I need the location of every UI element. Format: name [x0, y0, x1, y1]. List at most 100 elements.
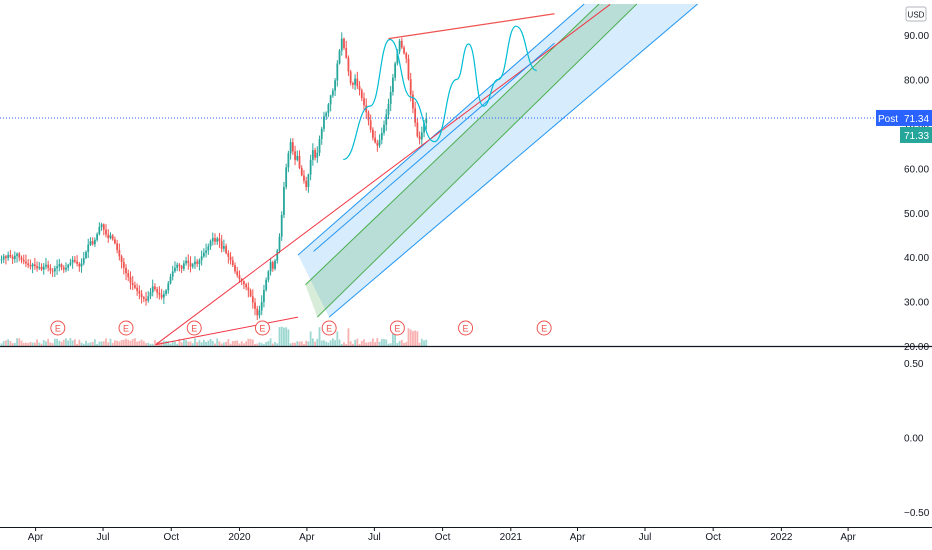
candle-body: [214, 238, 216, 242]
candle-body: [231, 260, 234, 266]
volume-bar: [25, 342, 27, 346]
candle-body: [111, 235, 114, 240]
volume-bar: [138, 340, 141, 346]
volume-bar: [305, 340, 308, 346]
candle-body: [280, 214, 283, 237]
volume-bar: [182, 339, 185, 346]
volume-bar: [409, 329, 412, 346]
volume-bar: [425, 339, 428, 346]
candle-body: [327, 104, 330, 113]
volume-bar: [96, 343, 99, 346]
volume-bar: [69, 338, 72, 346]
volume-bar: [396, 343, 399, 346]
candle-body: [33, 264, 36, 267]
candle-body: [218, 238, 221, 242]
volume-bar: [7, 339, 10, 346]
volume-bar: [283, 327, 285, 346]
candle-body: [189, 262, 192, 267]
candle-body: [416, 122, 419, 137]
volume-bar: [29, 341, 32, 346]
candle-body: [389, 91, 392, 104]
earnings-marker-icon: [458, 320, 474, 336]
candle-body: [376, 142, 379, 146]
volume-bar: [58, 340, 61, 346]
candle-body: [138, 290, 141, 294]
candle-body: [234, 265, 236, 272]
volume-bar: [307, 341, 310, 346]
pitchfork-fills: [298, 4, 698, 318]
candle-body: [9, 254, 12, 257]
volume-bar: [380, 339, 383, 346]
candle-body: [340, 38, 343, 51]
candle-body: [278, 236, 281, 251]
price-candles: [0, 32, 428, 321]
candle-body: [42, 266, 45, 270]
candle-body: [314, 150, 316, 158]
candle-body: [258, 310, 261, 316]
volume-bar: [351, 343, 354, 346]
candle-body: [25, 261, 27, 264]
volume-bar: [329, 340, 332, 346]
volume-bar: [412, 331, 414, 346]
volume-bar: [202, 339, 205, 346]
volume-bar: [45, 341, 47, 346]
volume-bar: [265, 342, 268, 346]
volume-bar: [249, 338, 252, 346]
volume-bar: [354, 339, 357, 346]
post-badge: [876, 109, 900, 126]
price-tick-label: 50.00: [904, 209, 929, 220]
volume-bar: [122, 339, 125, 346]
candle-body: [167, 283, 170, 291]
volume-bar: [149, 343, 152, 346]
candle-body: [207, 246, 210, 251]
earnings-marker-label: E: [326, 324, 332, 334]
volume-bar: [13, 342, 16, 346]
candle-body: [423, 123, 425, 133]
candle-body: [251, 296, 254, 303]
volume-bar: [154, 340, 156, 346]
candle-body: [267, 271, 270, 280]
candle-body: [22, 259, 25, 262]
candle-body: [58, 264, 61, 267]
volume-bar: [318, 327, 321, 346]
currency-label: USD: [908, 11, 925, 20]
candle-body: [216, 238, 219, 242]
volume-bar: [291, 342, 294, 346]
candle-body: [345, 47, 348, 58]
volume-bar: [216, 338, 219, 346]
volume-bar: [145, 343, 147, 346]
candle-body: [369, 120, 372, 130]
volume-bar: [42, 340, 45, 346]
time-tick-label: Apr: [299, 532, 315, 543]
candle-body: [245, 284, 248, 288]
candle-body: [243, 281, 245, 285]
volume-bar: [378, 341, 381, 346]
volume-bar: [89, 342, 92, 346]
candle-body: [320, 128, 323, 140]
candle-body: [385, 114, 388, 125]
candle-body: [87, 244, 90, 252]
candle-body: [374, 137, 377, 143]
volume-bar: [111, 342, 114, 346]
candle-body: [169, 276, 172, 284]
earnings-marker-label: E: [123, 324, 129, 334]
volume-bar: [134, 338, 136, 346]
candle-body: [358, 86, 361, 91]
candle-body: [380, 132, 383, 140]
volume-bar: [398, 341, 401, 346]
candle-body: [185, 260, 187, 264]
candle-body: [129, 277, 132, 283]
volume-bar: [294, 342, 296, 346]
volume-bar: [178, 338, 181, 346]
volume-bar: [0, 343, 3, 346]
volume-bar: [392, 329, 394, 346]
candle-body: [323, 116, 325, 129]
candle-body: [256, 308, 259, 316]
candle-body: [356, 78, 359, 87]
volume-bar: [129, 340, 132, 346]
volume-bar: [407, 328, 410, 346]
volume-bar: [371, 338, 374, 346]
volume-bar: [33, 342, 36, 346]
